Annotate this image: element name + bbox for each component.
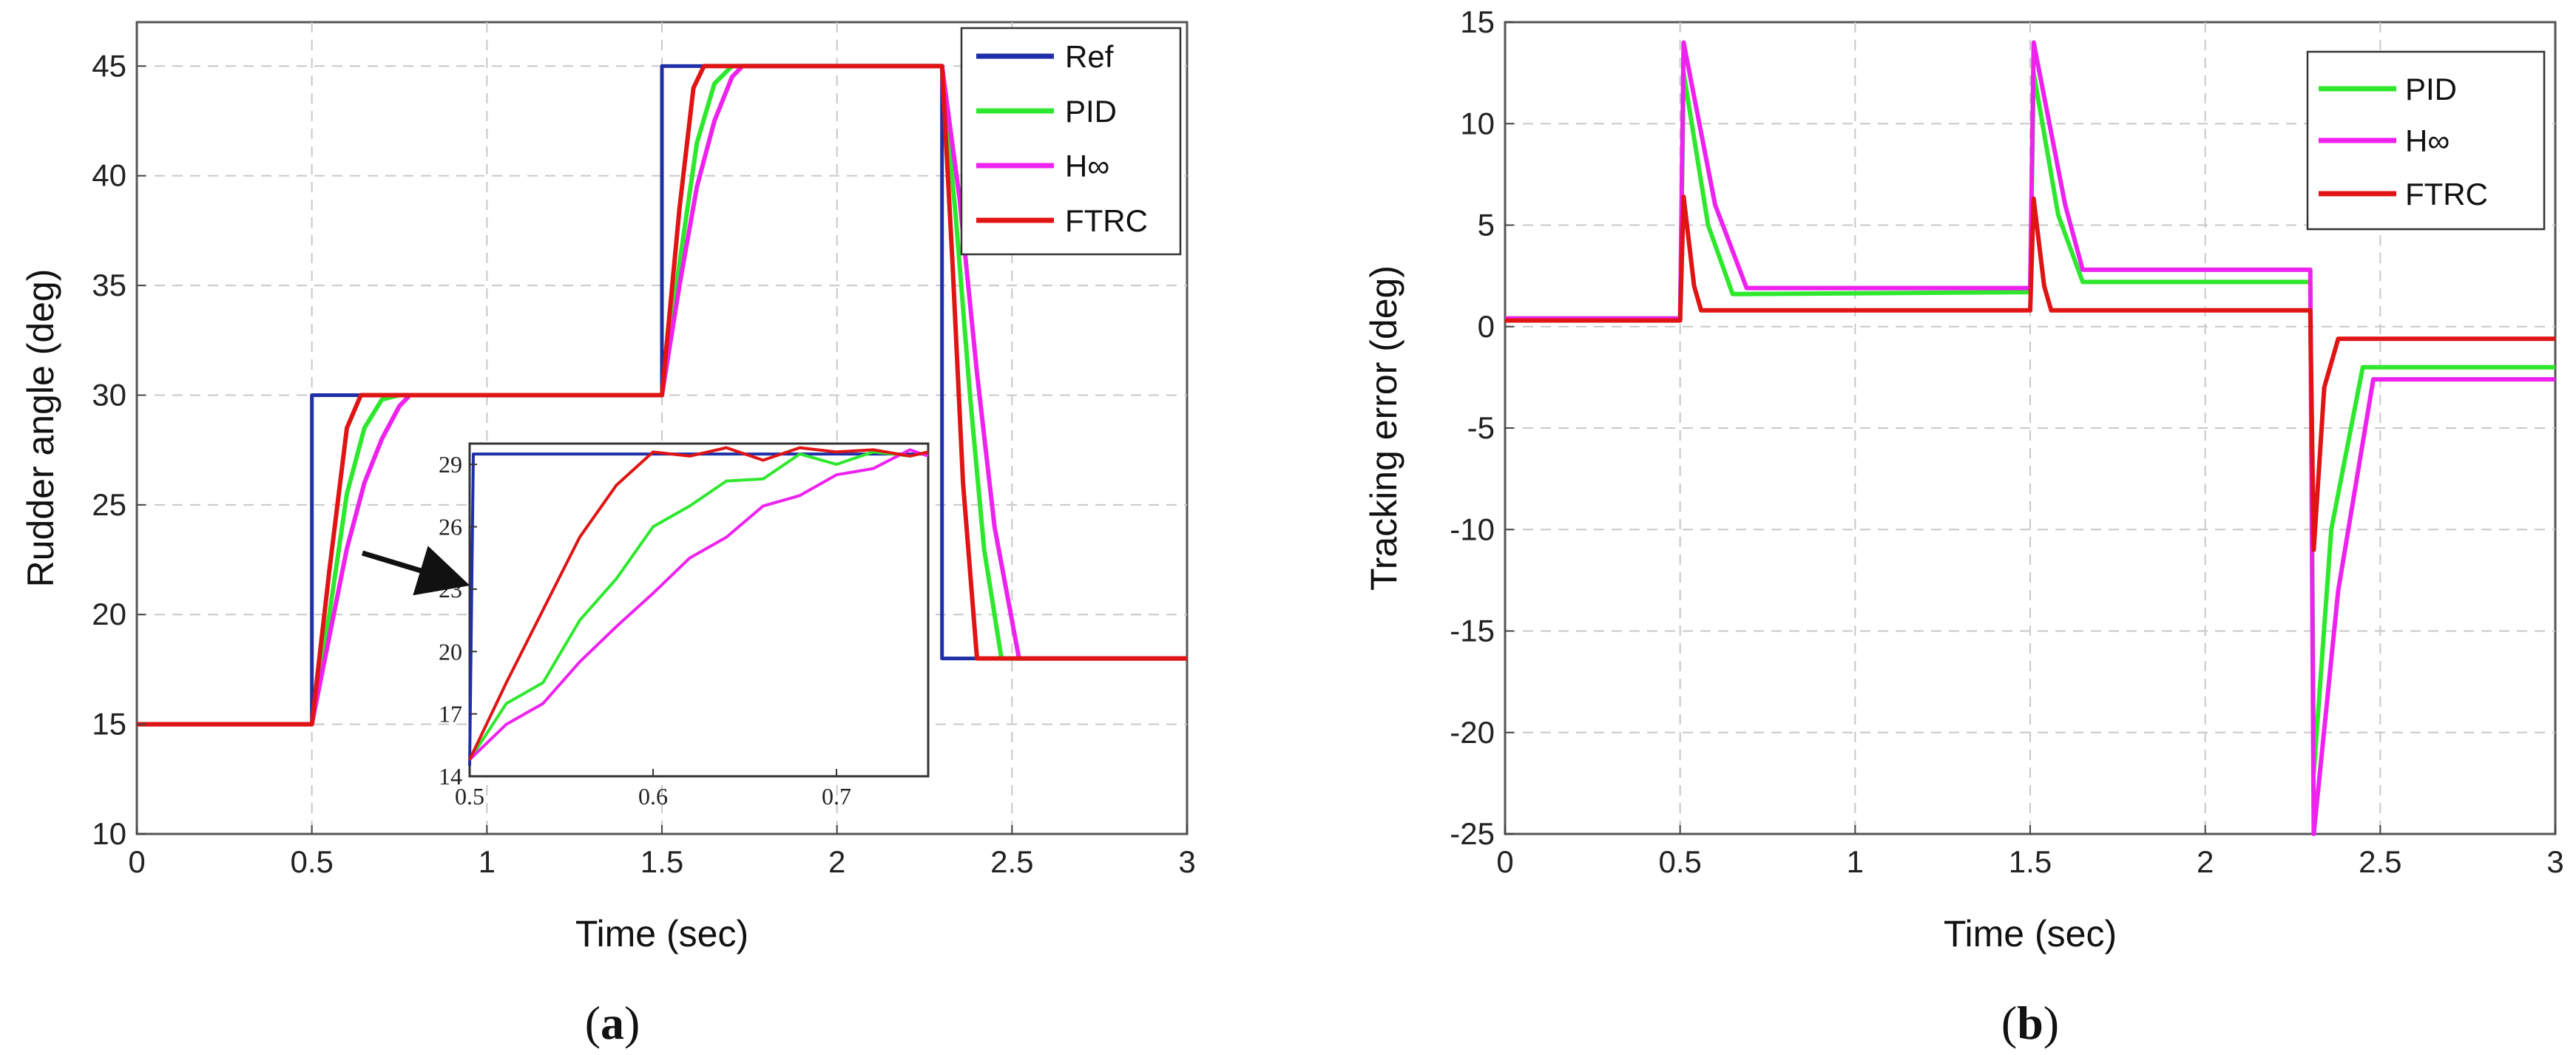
chart-a-x-tick-label: 3 [1178, 844, 1195, 879]
caption-a: (a) [585, 997, 640, 1049]
inset-series-ftrc [468, 446, 929, 761]
chart-a-y-tick-label: 15 [92, 707, 126, 742]
chart-a-y-tick-label: 10 [92, 816, 126, 851]
chart-a-xlabel: Time (sec) [575, 913, 748, 954]
inset-y-tick-label: 14 [439, 763, 462, 790]
chart-a-x-tick-label: 2 [828, 844, 845, 879]
chart-b-x-tick-label: 2 [2197, 844, 2214, 879]
chart-b-xlabel: Time (sec) [1944, 913, 2117, 954]
chart-a-series-hinf [137, 64, 1187, 727]
inset-y-tick-label: 20 [439, 638, 462, 665]
inset-y-tick-label: 17 [439, 701, 462, 727]
chart-b-y-ticks: -25 -20 -15 -10 -5 0 5 10 15 [1450, 4, 1514, 851]
chart-a-x-tick-label: 0 [128, 844, 145, 879]
inset-y-tick-label: 26 [439, 514, 462, 540]
chart-b-x-tick-label: 1 [1847, 844, 1864, 879]
chart-b-series-ftrc [1505, 194, 2555, 552]
caption-b: (b) [2001, 997, 2059, 1049]
inset-series-hinf [468, 448, 929, 761]
legend-b-label-ftrc: FTRC [2405, 177, 2488, 211]
chart-a-ylabel: Rudder angle (deg) [20, 269, 61, 588]
chart-a-x-tick-label: 1 [479, 844, 496, 879]
chart-a-y-tick-label: 40 [92, 158, 126, 193]
chart-b-x-ticks: 0 0.5 1 1.5 2 2.5 3 [1496, 825, 2564, 879]
chart-a-inset-x-ticks: 0.5 0.6 0.7 [455, 769, 851, 810]
chart-a-x-tick-label: 1.5 [640, 844, 683, 879]
inset-x-tick-label: 0.6 [638, 783, 668, 810]
caption-a-letter: a [601, 997, 624, 1049]
chart-b: 0 0.5 1 1.5 2 2.5 3 -25 -20 -15 -10 -5 0 5 10 15 Time … [1363, 4, 2564, 1049]
chart-b-y-tick-label: 5 [1478, 208, 1495, 242]
inset-y-tick-label: 29 [439, 451, 462, 478]
chart-b-x-tick-label: 2.5 [2359, 844, 2401, 879]
legend-a-label-ref: Ref [1065, 39, 1114, 74]
chart-a-inset-frame [468, 442, 930, 778]
chart-b-y-tick-label: -20 [1450, 715, 1495, 750]
chart-a-y-tick-label: 35 [92, 268, 126, 302]
chart-b-y-tick-label: -15 [1450, 614, 1495, 648]
chart-a-series-ftrc [137, 64, 1187, 727]
chart-b-y-tick-label: 0 [1478, 309, 1495, 344]
chart-b-series [1505, 40, 2555, 836]
legend-a-label-pid: PID [1065, 94, 1117, 129]
chart-a-series-pid [137, 64, 1187, 727]
chart-b-y-tick-label: -25 [1450, 816, 1495, 851]
chart-b-series-pid [1505, 70, 2555, 776]
inset-x-tick-label: 0.7 [822, 783, 851, 810]
inset-series-pid [468, 450, 929, 761]
chart-a-y-tick-label: 20 [92, 597, 126, 631]
legend-a-label-hinf: H∞ [1065, 149, 1109, 183]
chart-a-x-tick-label: 2.5 [990, 844, 1033, 879]
zoom-arrow [361, 546, 470, 596]
chart-b-ylabel: Tracking error (deg) [1363, 265, 1404, 591]
legend-b-label-pid: PID [2405, 72, 2457, 106]
chart-a-legend: Ref PID H∞ FTRC [960, 27, 1182, 256]
chart-b-x-tick-label: 0.5 [1658, 844, 1701, 879]
legend-b-label-hinf: H∞ [2405, 123, 2450, 158]
inset-series-ref [468, 452, 928, 766]
chart-b-x-tick-label: 0 [1496, 844, 1513, 879]
chart-b-x-tick-label: 3 [2546, 844, 2563, 879]
chart-a-x-tick-label: 0.5 [290, 844, 333, 879]
inset-x-tick-label: 0.5 [455, 783, 484, 810]
chart-b-y-tick-label: 15 [1460, 4, 1495, 39]
chart-b-y-tick-label: -10 [1450, 512, 1495, 546]
chart-b-y-tick-label: 10 [1460, 106, 1495, 140]
chart-a-y-tick-label: 25 [92, 487, 126, 522]
chart-a-series-ref [137, 64, 1187, 727]
chart-b-x-tick-label: 1.5 [2009, 844, 2052, 879]
chart-a-legend-box [960, 27, 1182, 256]
caption-b-letter: b [2017, 997, 2043, 1049]
chart-a-y-tick-label: 45 [92, 48, 126, 83]
chart-a-series [137, 64, 1187, 727]
chart-a-y-ticks: 10 15 20 25 30 35 40 45 [92, 48, 146, 851]
chart-a: 0 0.5 1 1.5 2 2.5 3 10 15 20 25 30 35 40 45 Time (sec… [20, 21, 1196, 1049]
chart-b-y-tick-label: -5 [1467, 410, 1495, 445]
chart-a-inset-series [468, 446, 929, 766]
chart-b-series-hinf [1505, 40, 2555, 836]
legend-a-label-ftrc: FTRC [1065, 203, 1148, 238]
chart-a-y-tick-label: 30 [92, 377, 126, 412]
chart-b-legend: PID H∞ FTRC [2306, 50, 2546, 231]
chart-a-x-ticks: 0 0.5 1 1.5 2 2.5 3 [128, 825, 1196, 879]
